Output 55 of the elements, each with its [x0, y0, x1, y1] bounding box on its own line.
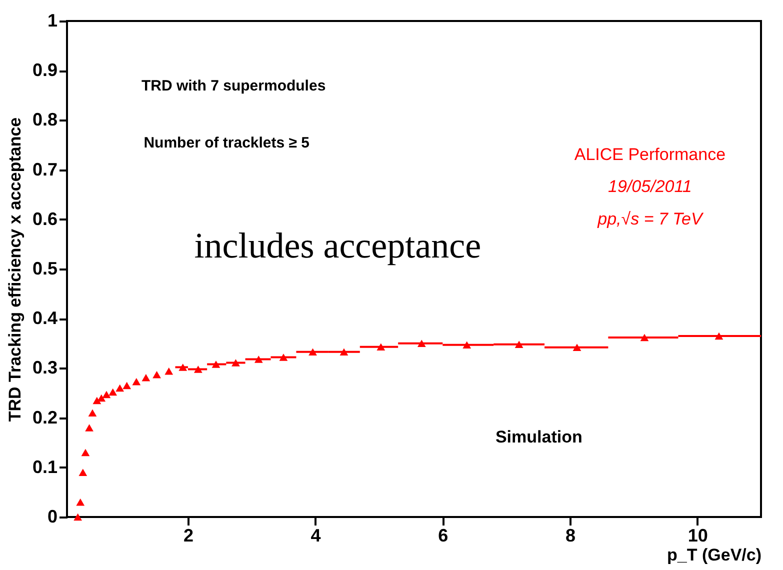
- point: [164, 368, 174, 375]
- point: [81, 448, 90, 456]
- x-tick-label: 4: [310, 526, 321, 546]
- y-tick-label: 0.2: [32, 407, 58, 428]
- point: [212, 360, 220, 368]
- point: [714, 332, 724, 340]
- point: [85, 424, 94, 432]
- point: [462, 341, 472, 349]
- point: [340, 348, 348, 356]
- annotation: Simulation: [495, 428, 582, 447]
- point: [92, 396, 102, 404]
- x-tick-label: 6: [438, 526, 448, 546]
- point: [640, 334, 649, 342]
- point: [78, 468, 88, 476]
- point: [108, 388, 118, 396]
- point: [74, 513, 82, 521]
- point: [232, 359, 240, 366]
- point: [122, 382, 132, 390]
- y-tick-label: 0.7: [32, 159, 58, 180]
- annotation: 19/05/2011: [608, 177, 692, 196]
- y-tick-label: 0.1: [32, 456, 58, 477]
- x-axis-title: p_T (GeV/c): [667, 546, 762, 564]
- point: [254, 356, 263, 363]
- point: [88, 409, 97, 416]
- point: [76, 498, 85, 506]
- point: [279, 354, 288, 361]
- point: [376, 343, 386, 350]
- x-tick-label: 2: [183, 526, 194, 546]
- y-tick-label: 0.6: [32, 208, 58, 229]
- y-tick-label: 0.4: [32, 308, 58, 328]
- y-tick-label: 0.9: [32, 60, 58, 80]
- y-tick-label: 1: [47, 10, 58, 30]
- point: [142, 374, 150, 382]
- point: [572, 344, 582, 351]
- y-tick-label: 0.3: [32, 358, 58, 378]
- point: [116, 384, 124, 392]
- annotation: pp,√s = 7 TeV: [596, 209, 704, 228]
- point: [102, 390, 111, 398]
- y-tick-label: 0.5: [32, 258, 58, 278]
- annotation: includes acceptance: [194, 226, 482, 266]
- y-tick-label: 0.8: [32, 110, 58, 130]
- x-tick-label: 8: [565, 526, 576, 546]
- x-tick-label: 10: [688, 526, 708, 546]
- point: [178, 364, 188, 371]
- annotation: Number of tracklets ≥ 5: [144, 134, 310, 152]
- point: [194, 366, 202, 373]
- annotation: ALICE Performance: [574, 144, 726, 164]
- point: [132, 378, 141, 386]
- point: [308, 348, 317, 356]
- y-tick-label: 0: [47, 506, 58, 526]
- y-axis-title: TRD Tracking efficiency x acceptance: [5, 117, 24, 422]
- point: [152, 371, 161, 378]
- point: [417, 340, 426, 348]
- annotation: TRD with 7 supermodules: [141, 77, 326, 94]
- point: [514, 340, 524, 348]
